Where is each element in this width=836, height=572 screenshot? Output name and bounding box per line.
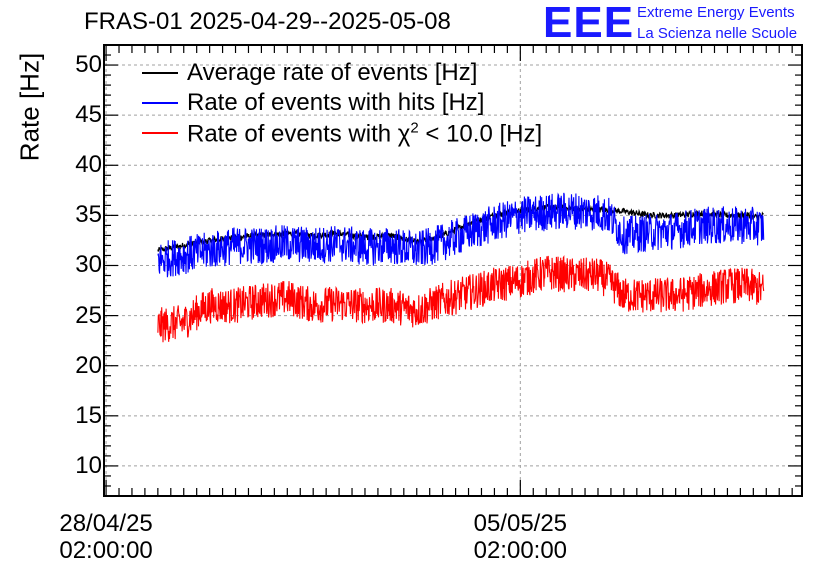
x-tick-date: 28/04/25 [59, 510, 153, 537]
x-tick-time: 02:00:00 [473, 537, 568, 564]
series-hits [157, 192, 765, 278]
y-tick-label-30: 30 [75, 251, 102, 279]
y-axis-label: Rate [Hz] [14, 52, 45, 162]
logo-subtitle-1: Extreme Energy Events [637, 4, 795, 21]
x-tick-label-0: 28/04/25 02:00:00 [59, 510, 152, 564]
logo-subtitle-2: La Scienza nelle Scuole [637, 25, 798, 42]
y-tick-label-50: 50 [75, 51, 102, 79]
legend-label-hits: Rate of events with hits [Hz] [187, 89, 485, 116]
series-chi2 [157, 255, 765, 343]
eee-logo: EEE [543, 0, 635, 47]
x-tick-label-4: 05/05/25 02:00:00 [474, 510, 567, 564]
legend-chi2-suffix: < 10.0 [Hz] [418, 120, 543, 148]
legend-label-chi2: Rate of events with χ2 < 10.0 [Hz] [187, 120, 542, 149]
y-tick-label-10: 10 [75, 451, 102, 479]
chart-title: FRAS-01 2025-04-29--2025-05-08 [84, 8, 451, 35]
legend-label-average: Average rate of events [Hz] [187, 59, 478, 86]
legend-line-chi2 [142, 132, 178, 134]
x-tick-time: 02:00:00 [59, 537, 153, 564]
legend-line-hits [142, 102, 178, 104]
y-tick-label-25: 25 [75, 301, 102, 329]
y-tick-label-40: 40 [75, 151, 102, 179]
plot-frame [103, 44, 803, 497]
legend-chi-superscript: 2 [410, 119, 419, 137]
legend-chi2-prefix: Rate of events with [187, 120, 398, 148]
legend-line-average [142, 72, 178, 74]
y-tick-label-35: 35 [75, 201, 102, 229]
y-tick-label-20: 20 [75, 351, 102, 379]
x-tick-date: 05/05/25 [473, 510, 568, 537]
y-tick-label-15: 15 [75, 401, 102, 429]
legend-chi-symbol: χ [397, 120, 411, 148]
y-tick-label-45: 45 [75, 101, 102, 129]
